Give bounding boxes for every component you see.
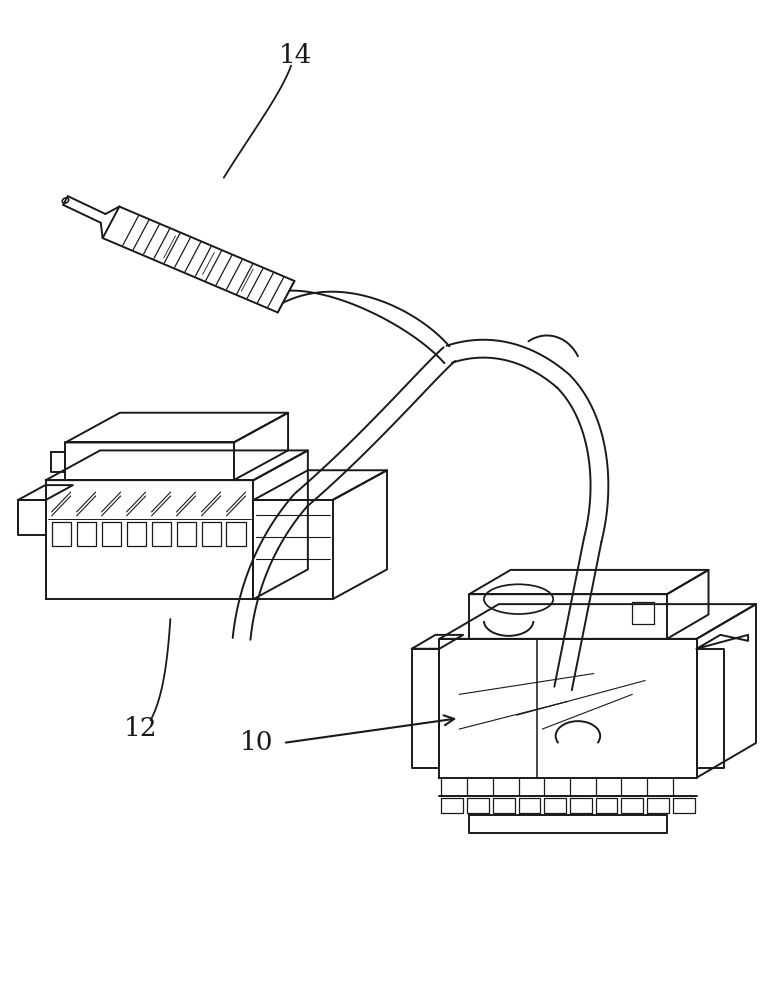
Text: 10: 10 — [240, 730, 273, 755]
Text: 12: 12 — [124, 716, 157, 741]
Text: 14: 14 — [279, 43, 313, 68]
